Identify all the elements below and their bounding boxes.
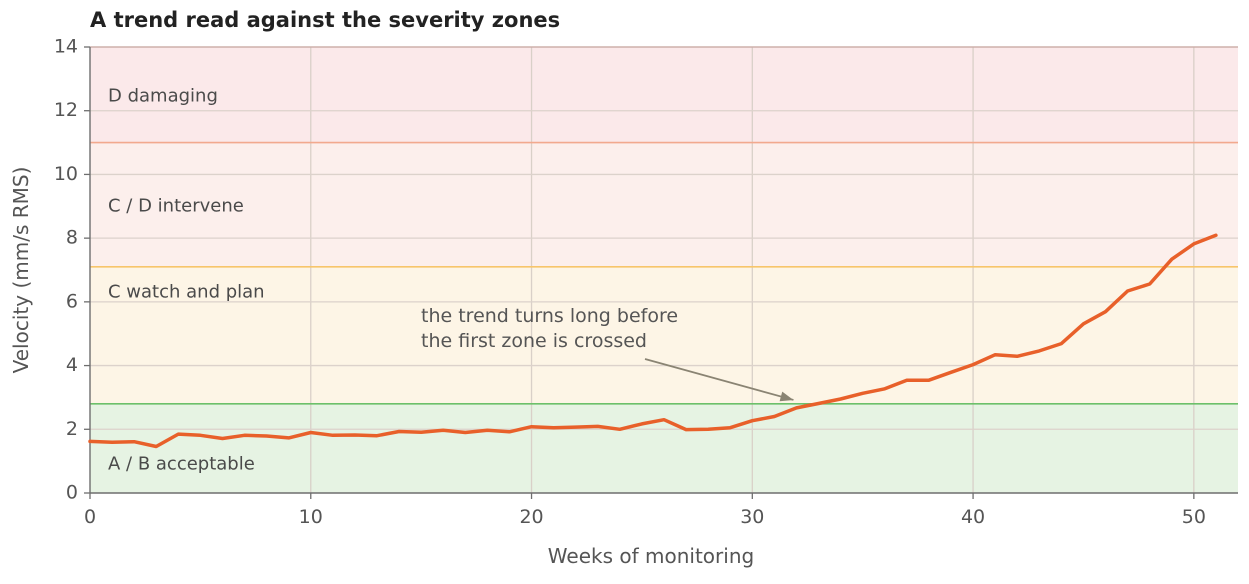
data-point	[243, 434, 246, 437]
data-point	[905, 379, 909, 382]
x-tick-label-5: 50	[1182, 506, 1206, 528]
zone-band-0	[90, 403, 1238, 493]
data-point	[839, 397, 842, 401]
x-tick-label-4: 40	[961, 506, 985, 528]
x-axis-label: Weeks of monitoring	[548, 544, 754, 568]
annotation-arrow-head	[779, 391, 794, 402]
data-point	[1126, 289, 1129, 293]
data-point	[1214, 234, 1218, 237]
y-tick-label-1: 2	[66, 418, 78, 440]
data-point	[618, 428, 622, 431]
data-point	[729, 426, 732, 429]
annotation-text-line-0: the trend turns long before	[421, 305, 678, 327]
zone-label-2: C / D intervene	[108, 195, 244, 216]
zone-label-1: C watch and plan	[108, 281, 265, 302]
data-point	[993, 353, 997, 356]
x-tick-label-1: 10	[299, 506, 323, 528]
data-point	[1016, 355, 1019, 358]
data-point	[706, 428, 710, 431]
annotation-text-line-1: the first zone is crossed	[421, 330, 647, 352]
data-point	[662, 418, 666, 421]
y-tick-label-0: 0	[66, 482, 78, 504]
annotation-arrow-line	[644, 358, 794, 401]
y-tick-label-6: 12	[54, 99, 78, 121]
data-point	[1038, 349, 1041, 353]
data-point	[221, 437, 224, 440]
data-point	[971, 363, 975, 366]
zone-band-1	[90, 266, 1238, 404]
x-tick-label-2: 20	[519, 506, 543, 528]
data-point	[861, 392, 864, 395]
data-point	[442, 429, 445, 432]
data-point	[596, 425, 599, 428]
zone-label-0: A / B acceptable	[108, 453, 255, 474]
data-point	[552, 426, 555, 429]
series-points-0	[88, 234, 1218, 448]
y-tick-label-4: 8	[66, 227, 78, 249]
y-tick-label-3: 6	[66, 290, 78, 312]
data-point	[265, 434, 268, 438]
zone-label-3: D damaging	[108, 85, 218, 106]
series-line-0	[88, 233, 1218, 449]
data-point	[684, 428, 688, 431]
data-point	[927, 379, 931, 382]
chart-title: A trend read against the severity zones	[90, 8, 561, 32]
data-point	[1104, 310, 1107, 313]
data-point	[883, 387, 886, 391]
data-point	[508, 430, 511, 434]
data-point	[773, 415, 776, 418]
zone-band-2	[90, 142, 1238, 267]
data-point	[574, 425, 577, 429]
data-point	[309, 431, 312, 434]
y-tick-label-2: 4	[66, 354, 78, 376]
data-point	[1082, 322, 1085, 326]
data-point	[486, 429, 489, 432]
x-tick-label-0: 0	[84, 506, 96, 528]
y-tick-label-7: 14	[54, 36, 78, 58]
data-point	[817, 402, 820, 405]
x-tick-label-3: 30	[740, 506, 764, 528]
data-point	[1148, 282, 1151, 286]
data-point	[331, 434, 335, 437]
data-point	[199, 434, 202, 437]
data-point	[155, 445, 158, 448]
data-point	[110, 441, 114, 444]
data-point	[1060, 342, 1063, 345]
data-point	[640, 422, 644, 426]
data-point	[287, 436, 290, 440]
data-point	[1192, 242, 1196, 246]
y-axis-label: Velocity (mm/s RMS)	[9, 167, 33, 374]
data-point	[949, 371, 953, 374]
data-point	[751, 419, 754, 422]
data-point	[88, 440, 92, 443]
data-point	[419, 430, 423, 434]
data-point	[353, 433, 357, 437]
data-point	[530, 425, 533, 428]
data-point	[795, 406, 798, 410]
data-point	[132, 440, 136, 443]
data-point	[1170, 257, 1173, 261]
data-point	[177, 432, 180, 436]
y-tick-label-5: 10	[54, 163, 78, 185]
data-point	[397, 430, 401, 433]
data-point	[375, 434, 379, 437]
zone-band-3	[90, 47, 1238, 143]
data-point	[464, 431, 467, 434]
